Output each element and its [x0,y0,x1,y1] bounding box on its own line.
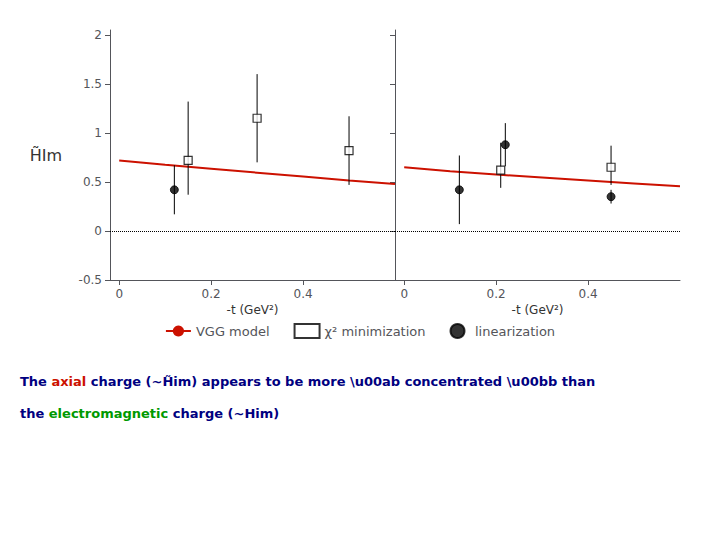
svg-text:linearization: linearization [475,324,555,339]
svg-text:0: 0 [94,224,102,238]
svg-text:-t (GeV²): -t (GeV²) [227,303,279,317]
svg-text:axial: axial [51,374,86,389]
svg-text:The: The [20,374,51,389]
svg-text:0.2: 0.2 [202,287,221,301]
svg-text:-0.5: -0.5 [79,273,102,287]
svg-text:1: 1 [94,126,102,140]
svg-text:2: 2 [94,28,102,42]
svg-text:0.5: 0.5 [83,175,102,189]
svg-text:1.5: 1.5 [83,77,102,91]
svg-text:0.4: 0.4 [579,287,598,301]
svg-text:-t (GeV²): -t (GeV²) [512,303,564,317]
svg-text:the: the [20,406,49,421]
svg-text:electromagnetic: electromagnetic [49,406,168,421]
svg-text:H̃Im: H̃Im [30,146,62,165]
svg-text:charge (~Him): charge (~Him) [168,406,279,421]
svg-text:VGG model: VGG model [196,324,270,339]
svg-text:charge (~H̃im) appears to be m: charge (~H̃im) appears to be more \u00ab… [86,374,595,389]
svg-text:0.2: 0.2 [487,287,506,301]
svg-text:0: 0 [400,287,408,301]
svg-text:χ² minimization: χ² minimization [325,324,426,339]
svg-text:0.4: 0.4 [294,287,313,301]
svg-text:0: 0 [115,287,123,301]
